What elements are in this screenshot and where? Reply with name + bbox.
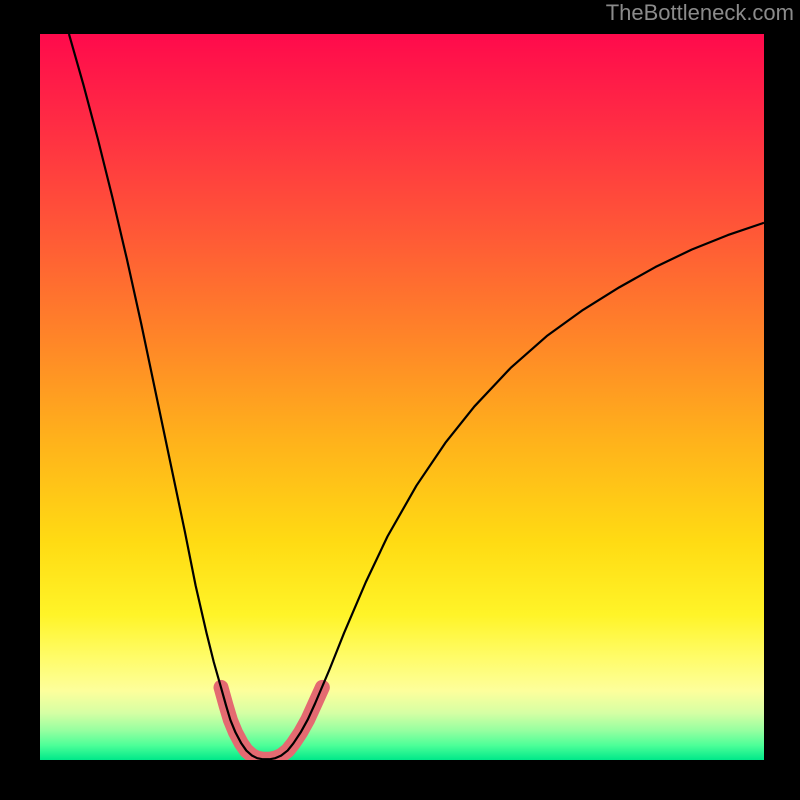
plot-background (40, 34, 764, 760)
bottleneck-plot (40, 34, 764, 760)
figure-stage: TheBottleneck.com (0, 0, 800, 800)
watermark-text: TheBottleneck.com (606, 0, 794, 26)
